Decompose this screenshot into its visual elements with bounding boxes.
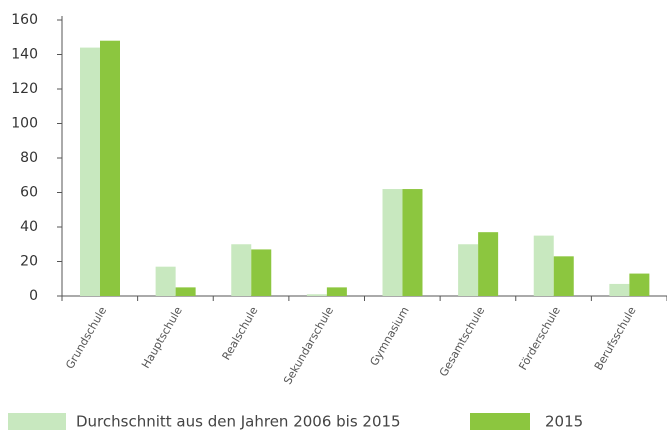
y-tick-label: 120 <box>11 81 38 97</box>
bar <box>155 266 176 296</box>
bar <box>382 189 403 296</box>
x-tick-label: Gesamtschule <box>437 304 488 379</box>
bar <box>100 40 120 297</box>
bar <box>251 249 272 296</box>
bar <box>478 232 499 296</box>
y-tick-label: 0 <box>29 288 38 304</box>
x-tick-label: Hauptschule <box>139 304 185 370</box>
y-tick-label: 60 <box>20 185 38 201</box>
legend-swatch <box>8 413 66 430</box>
y-tick-label: 20 <box>20 254 38 270</box>
legend-label: 2015 <box>545 413 583 431</box>
bar <box>306 294 327 296</box>
bar <box>458 244 479 296</box>
y-tick-label: 140 <box>11 47 38 63</box>
bar <box>326 287 347 296</box>
legend-swatch <box>470 413 530 430</box>
x-tick-label: Gymnasium <box>367 305 411 369</box>
bar <box>231 244 252 296</box>
x-tick-label: Realschule <box>220 304 261 362</box>
x-tick-label: Förderschule <box>516 304 563 372</box>
y-tick-label: 80 <box>20 150 38 166</box>
bar <box>402 189 423 296</box>
bar <box>175 287 196 296</box>
bar <box>629 273 650 296</box>
x-tick-label: Sekundarschule <box>281 304 336 386</box>
legend-label: Durchschnitt aus den Jahren 2006 bis 201… <box>76 413 401 431</box>
bar <box>609 283 630 296</box>
y-tick-label: 40 <box>20 219 38 235</box>
y-tick-label: 160 <box>11 12 38 28</box>
y-tick-label: 100 <box>11 116 38 132</box>
bar <box>80 47 100 296</box>
bar <box>533 235 554 296</box>
x-tick-label: Berufsschule <box>592 304 639 372</box>
x-tick-label: Grundschule <box>63 304 109 371</box>
bar <box>553 256 574 296</box>
